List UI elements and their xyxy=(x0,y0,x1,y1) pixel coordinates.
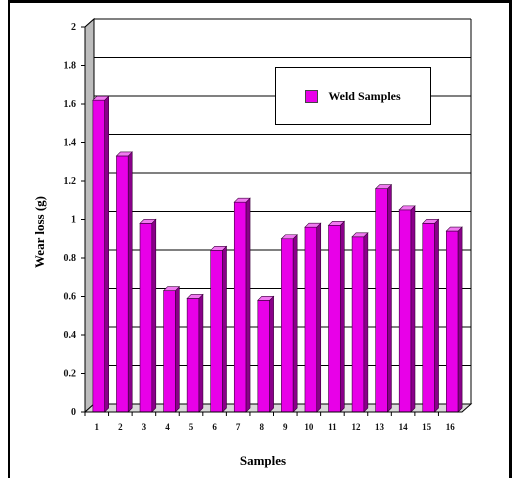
bar-side xyxy=(127,151,133,413)
y-tick-label: 0.6 xyxy=(64,292,77,303)
bar-top xyxy=(304,222,322,228)
bar xyxy=(446,230,459,413)
bar-side xyxy=(198,293,204,413)
x-tick-label: 14 xyxy=(399,422,409,432)
bar xyxy=(210,250,223,413)
bar xyxy=(257,300,270,413)
bar xyxy=(422,223,435,413)
bar-top xyxy=(162,286,181,292)
bar xyxy=(281,238,294,413)
x-tick-label: 2 xyxy=(118,422,123,432)
bar xyxy=(328,224,341,413)
y-tick-label: 2 xyxy=(71,22,76,33)
bar-top xyxy=(115,151,133,157)
x-tick-label: 4 xyxy=(165,422,170,432)
bar xyxy=(139,223,153,413)
bar xyxy=(351,236,365,413)
bar-side xyxy=(151,218,157,413)
legend-label: Weld Samples xyxy=(328,88,401,103)
x-tick-label: 16 xyxy=(446,422,456,432)
bar-top xyxy=(139,219,157,224)
x-tick-label: 6 xyxy=(212,422,217,432)
bar-top xyxy=(186,294,204,299)
bar-side xyxy=(292,234,298,413)
bar-side xyxy=(269,295,274,413)
bar-side xyxy=(175,286,180,413)
x-tick-label: 15 xyxy=(422,422,432,432)
bar xyxy=(116,155,129,413)
y-tick-label: 1.2 xyxy=(64,176,77,187)
bar-side xyxy=(457,226,463,413)
bar xyxy=(163,290,176,413)
bar-top xyxy=(398,205,416,211)
bar xyxy=(398,209,412,413)
chart-legend: Weld Samples xyxy=(275,67,431,125)
y-tick-label: 1.4 xyxy=(64,138,77,149)
y-tick-label: 1.8 xyxy=(64,61,77,72)
bar-top xyxy=(351,232,369,238)
x-tick-label: 3 xyxy=(142,422,147,432)
bar-top xyxy=(445,226,463,232)
bar-top xyxy=(280,234,298,240)
bar-side xyxy=(387,183,392,413)
bar-top xyxy=(233,197,251,203)
x-tick-label: 1 xyxy=(95,422,100,432)
bar-side xyxy=(222,245,227,413)
bar-top xyxy=(327,220,346,226)
y-tick-label: 0.4 xyxy=(64,330,77,341)
bar-side xyxy=(104,95,109,413)
x-tick-label: 5 xyxy=(189,422,194,432)
x-tick-label: 12 xyxy=(351,422,361,432)
y-tick-label: 1.6 xyxy=(64,99,77,110)
x-tick-label: 13 xyxy=(375,422,385,432)
x-tick-label: 8 xyxy=(259,422,264,432)
bar-side xyxy=(245,197,251,413)
x-tick-label: 11 xyxy=(328,422,337,432)
legend-swatch xyxy=(305,89,319,103)
x-tick-label: 7 xyxy=(236,422,241,432)
x-tick-label: 9 xyxy=(283,422,288,432)
bar xyxy=(304,226,318,413)
bar-top xyxy=(257,296,275,301)
bar-top xyxy=(422,219,440,224)
y-axis-title: Wear loss (g) xyxy=(32,196,47,268)
x-axis-title: Samples xyxy=(240,453,286,468)
bar xyxy=(92,99,105,413)
bar xyxy=(375,188,388,413)
bar-side xyxy=(339,220,345,413)
y-tick-label: 0.8 xyxy=(64,253,77,264)
bar-side xyxy=(363,232,369,413)
bar-side xyxy=(316,222,322,413)
bar-side xyxy=(410,205,416,413)
bar-top xyxy=(209,246,228,251)
y-tick-label: 0.2 xyxy=(64,369,77,380)
bar-side xyxy=(434,218,439,413)
bar-top xyxy=(374,184,393,189)
bar xyxy=(186,298,200,413)
x-tick-label: 10 xyxy=(304,422,314,432)
bar-top xyxy=(92,95,110,101)
y-tick-label: 0 xyxy=(71,407,76,418)
y-tick-label: 1 xyxy=(71,215,76,226)
bar xyxy=(233,201,247,413)
